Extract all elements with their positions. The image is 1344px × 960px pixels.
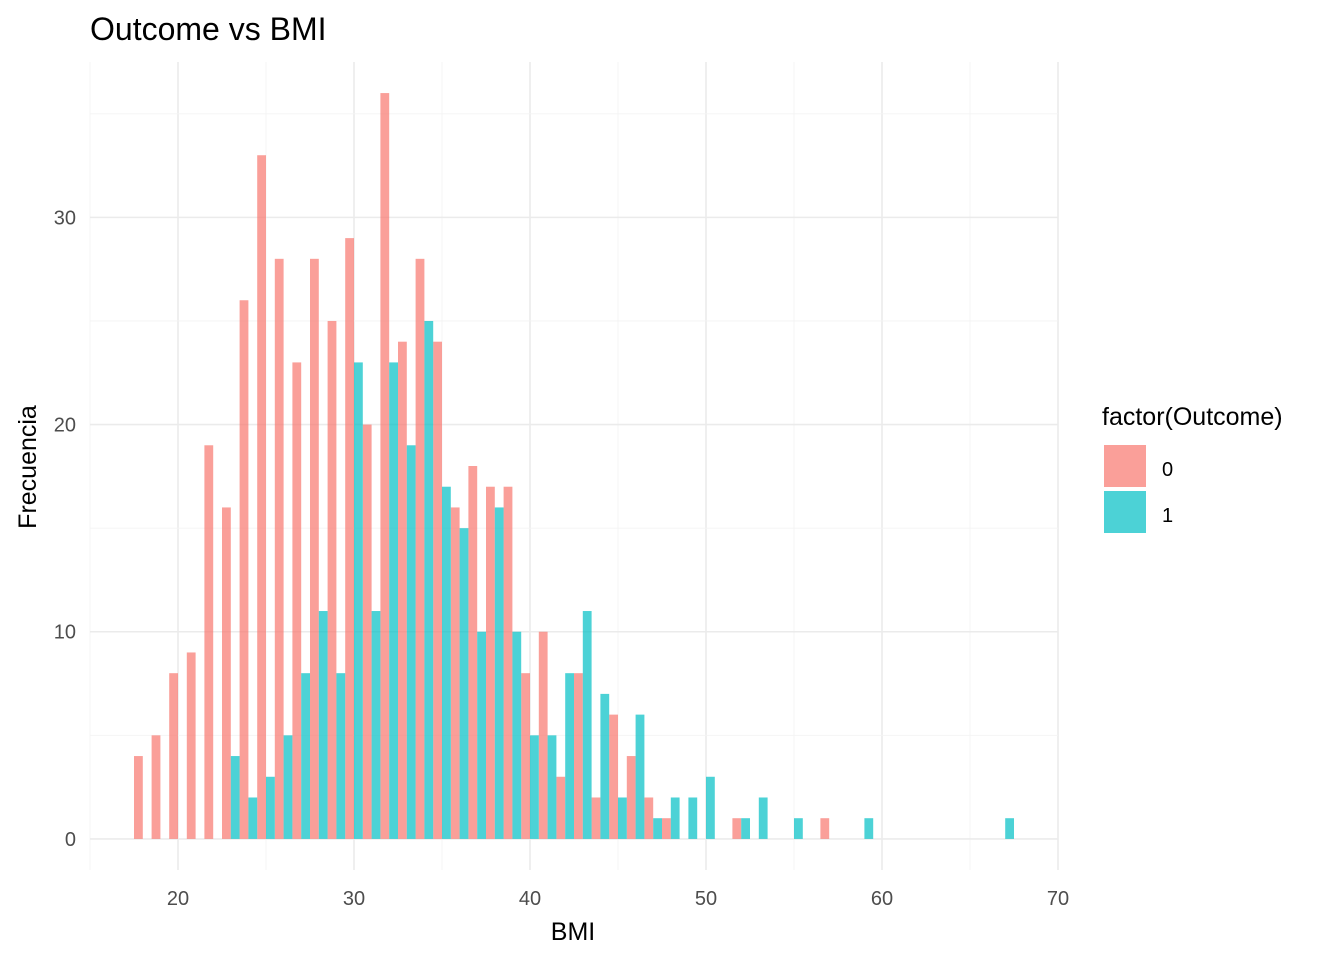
bar-outcome-1-bmi-28 <box>318 611 328 839</box>
bar-outcome-0-bmi-33 <box>398 341 407 839</box>
bar-outcome-0-bmi-36 <box>450 507 460 839</box>
bar-outcome-1-bmi-50 <box>706 776 715 839</box>
y-tick-label-20: 20 <box>54 415 76 437</box>
bar-outcome-1-bmi-45 <box>618 797 627 839</box>
bar-outcome-0-bmi-28 <box>310 258 319 839</box>
bar-outcome-1-bmi-31 <box>371 611 381 839</box>
bar-outcome-1-bmi-44 <box>600 693 610 839</box>
bar-outcome-0-bmi-42 <box>556 776 566 839</box>
bar-outcome-1-bmi-41 <box>547 735 557 839</box>
bar-outcome-1-bmi-35 <box>442 486 451 839</box>
x-axis-title: BMI <box>551 918 595 946</box>
bar-outcome-0-bmi-31 <box>362 424 372 839</box>
bar-outcome-1-bmi-33 <box>406 445 416 839</box>
bar-outcome-1-bmi-38 <box>494 507 504 839</box>
bar-outcome-0-bmi-48 <box>662 818 671 839</box>
bar-outcome-0-bmi-22 <box>204 445 214 839</box>
bar-outcome-0-bmi-30 <box>345 238 354 839</box>
bar-outcome-0-bmi-29 <box>327 320 337 839</box>
bar-outcome-0-bmi-20 <box>169 673 178 839</box>
bar-outcome-1-bmi-52 <box>741 818 750 839</box>
bar-outcome-1-bmi-53 <box>758 797 768 839</box>
bar-outcome-1-bmi-48 <box>670 797 680 839</box>
chart-title: Outcome vs BMI <box>90 11 327 47</box>
bar-outcome-1-bmi-55 <box>794 818 803 839</box>
bar-outcome-1-bmi-24 <box>248 797 258 839</box>
y-tick-label-30: 30 <box>54 207 76 229</box>
legend-key-0 <box>1104 445 1146 487</box>
bar-outcome-0-bmi-47 <box>644 797 654 839</box>
x-tick-label-20: 20 <box>167 888 189 910</box>
y-axis-ticks: 0 10 20 30 <box>54 207 76 851</box>
bar-outcome-0-bmi-41 <box>538 631 548 839</box>
bar-outcome-1-bmi-25 <box>266 776 275 839</box>
bar-outcome-1-bmi-23 <box>230 756 240 839</box>
bar-outcome-0-bmi-25 <box>257 155 266 839</box>
bar-outcome-1-bmi-36 <box>459 528 469 839</box>
bar-outcome-0-bmi-39 <box>503 486 513 839</box>
bar-outcome-0-bmi-23 <box>222 507 231 839</box>
bar-outcome-0-bmi-21 <box>186 652 196 839</box>
bar-outcome-1-bmi-26 <box>283 735 293 839</box>
bar-outcome-0-bmi-52 <box>732 818 742 839</box>
legend: factor(Outcome) 0 1 <box>1102 403 1283 533</box>
x-tick-label-60: 60 <box>871 888 893 910</box>
bar-outcome-0-bmi-46 <box>626 756 636 839</box>
bar-outcome-1-bmi-47 <box>653 818 662 839</box>
x-tick-label-50: 50 <box>695 888 717 910</box>
legend-label-0: 0 <box>1162 459 1173 481</box>
bar-outcome-0-bmi-43 <box>574 673 583 839</box>
y-tick-label-10: 10 <box>54 622 76 644</box>
bar-outcome-1-bmi-39 <box>512 631 522 839</box>
bar-outcome-1-bmi-46 <box>635 714 645 839</box>
bar-outcome-1-bmi-40 <box>530 735 539 839</box>
bar-outcome-0-bmi-45 <box>609 714 618 839</box>
bar-outcome-0-bmi-26 <box>274 258 284 839</box>
bar-outcome-0-bmi-44 <box>591 797 601 839</box>
bar-outcome-1-bmi-32 <box>389 362 398 839</box>
bar-outcome-1-bmi-67 <box>1005 818 1014 839</box>
x-tick-label-40: 40 <box>519 888 541 910</box>
bar-outcome-0-bmi-27 <box>292 362 302 839</box>
bar-outcome-0-bmi-24 <box>239 300 249 839</box>
legend-key-1 <box>1104 491 1146 533</box>
y-axis-title: Frecuencia <box>14 405 42 529</box>
bar-outcome-1-bmi-43 <box>582 611 592 839</box>
bar-outcome-0-bmi-35 <box>433 341 442 839</box>
y-tick-label-0: 0 <box>65 829 76 851</box>
bar-outcome-0-bmi-34 <box>415 258 425 839</box>
bar-outcome-0-bmi-32 <box>380 93 390 839</box>
bar-outcome-1-bmi-37 <box>477 631 486 839</box>
legend-title: factor(Outcome) <box>1102 403 1283 431</box>
bar-outcome-0-bmi-38 <box>486 486 495 839</box>
bar-outcome-0-bmi-37 <box>468 466 478 839</box>
x-tick-label-30: 30 <box>343 888 365 910</box>
bars <box>134 93 1014 839</box>
bar-outcome-1-bmi-49 <box>688 797 698 839</box>
bar-outcome-0-bmi-57 <box>820 818 830 839</box>
x-axis-ticks: 20 30 40 50 60 70 <box>167 888 1069 910</box>
x-tick-label-70: 70 <box>1047 888 1069 910</box>
legend-label-1: 1 <box>1162 505 1173 527</box>
bar-outcome-1-bmi-27 <box>301 673 310 839</box>
bar-outcome-0-bmi-40 <box>521 673 530 839</box>
bar-outcome-0-bmi-18 <box>134 756 143 839</box>
bar-outcome-1-bmi-29 <box>336 673 346 839</box>
bar-outcome-1-bmi-59 <box>864 818 874 839</box>
bar-outcome-1-bmi-30 <box>354 362 363 839</box>
bar-outcome-0-bmi-19 <box>151 735 161 839</box>
bar-outcome-1-bmi-34 <box>424 320 434 839</box>
bar-outcome-1-bmi-42 <box>565 673 574 839</box>
